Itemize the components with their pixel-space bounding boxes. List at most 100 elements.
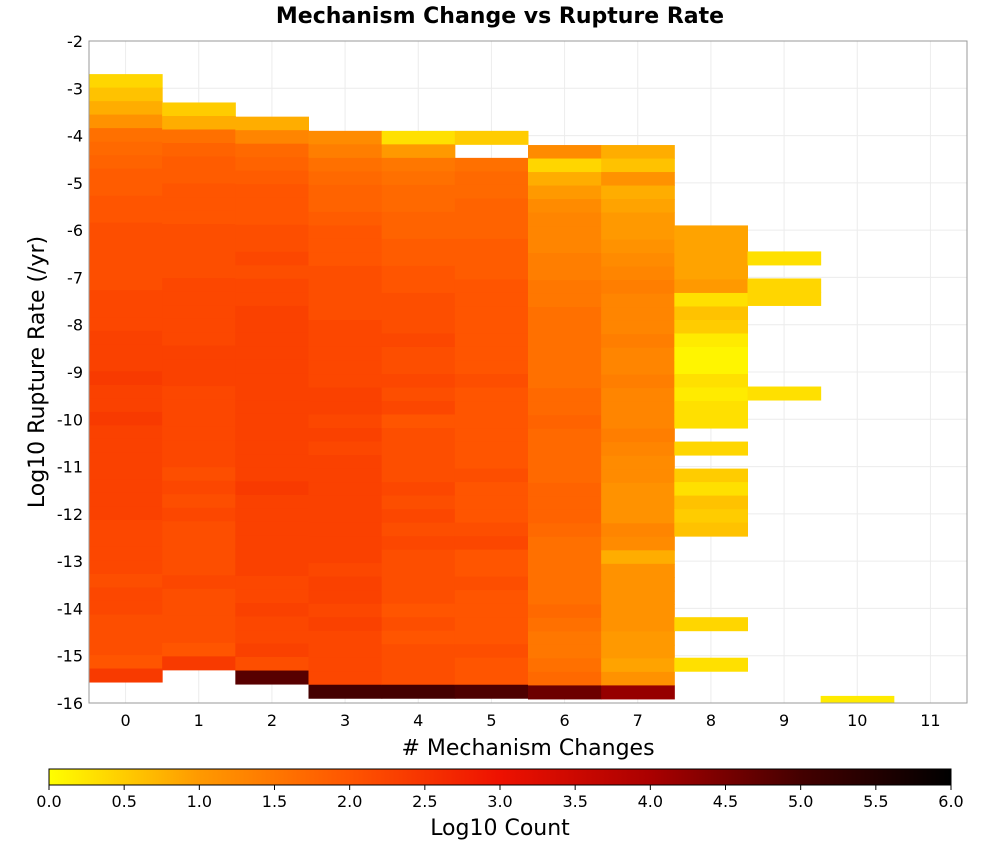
heatmap-cell <box>162 372 236 387</box>
heatmap-cell <box>235 251 309 266</box>
heatmap-cell <box>381 482 456 497</box>
heatmap-cell <box>674 522 748 537</box>
heatmap-cell <box>235 386 309 401</box>
heatmap-cells <box>89 74 895 704</box>
heatmap-cell <box>89 655 163 670</box>
heatmap-cell <box>601 374 675 389</box>
heatmap-cell <box>601 455 675 470</box>
heatmap-cell <box>89 276 163 291</box>
heatmap-cell <box>381 657 456 672</box>
heatmap-cell <box>308 333 383 348</box>
colorbar-tick-label: 1.5 <box>262 792 287 811</box>
heatmap-cell <box>528 509 602 524</box>
heatmap-cell <box>674 319 748 334</box>
y-tick-label: -11 <box>57 458 83 477</box>
heatmap-cell <box>528 266 602 281</box>
heatmap-cell <box>308 536 383 551</box>
heatmap-cell <box>162 534 236 549</box>
heatmap-cell <box>89 290 163 305</box>
heatmap-cell <box>235 535 309 550</box>
heatmap-cell <box>454 252 529 267</box>
heatmap-cell <box>381 522 456 537</box>
heatmap-cell <box>528 158 602 173</box>
heatmap-cell <box>454 428 529 443</box>
heatmap-cell <box>308 617 383 632</box>
heatmap-cell <box>381 360 456 375</box>
heatmap-cell <box>454 455 529 470</box>
heatmap-cell <box>162 291 236 306</box>
heatmap-cell <box>308 319 383 334</box>
heatmap-cell <box>454 171 529 186</box>
heatmap-cell <box>601 199 675 214</box>
heatmap-cell <box>162 129 236 144</box>
heatmap-cell <box>235 481 309 496</box>
heatmap-cell <box>454 306 529 321</box>
heatmap-cell <box>89 344 163 359</box>
heatmap-cell <box>89 303 163 318</box>
heatmap-cell <box>528 226 602 241</box>
heatmap-cell <box>235 130 309 145</box>
heatmap-cell <box>89 222 163 237</box>
heatmap-cell <box>601 415 675 430</box>
heatmap-cell <box>674 414 748 429</box>
heatmap-cell <box>454 441 529 456</box>
heatmap-cell <box>454 657 529 672</box>
heatmap-cell <box>454 482 529 497</box>
colorbar-tick-label: 5.0 <box>788 792 813 811</box>
y-tick-label: -6 <box>67 221 83 240</box>
y-tick-label: -9 <box>67 363 83 382</box>
y-tick-label: -5 <box>67 174 83 193</box>
heatmap-cell <box>601 212 675 227</box>
heatmap-cell <box>454 414 529 429</box>
heatmap-cell <box>601 158 675 173</box>
heatmap-cell <box>89 74 163 89</box>
heatmap-cell <box>162 102 236 117</box>
heatmap-cell <box>601 617 675 632</box>
heatmap-cell <box>528 334 602 349</box>
heatmap-cell <box>162 251 236 266</box>
heatmap-cell <box>528 212 602 227</box>
x-tick-label: 1 <box>194 711 204 730</box>
heatmap-cell <box>747 278 822 293</box>
heatmap-cell <box>308 509 383 524</box>
chart-title: Mechanism Change vs Rupture Rate <box>276 4 724 29</box>
heatmap-cell <box>674 360 748 375</box>
heatmap-cell <box>308 130 383 145</box>
heatmap-cell <box>381 414 456 429</box>
heatmap-cell <box>381 374 456 389</box>
heatmap-cell <box>162 588 236 603</box>
heatmap-cell <box>381 495 456 510</box>
heatmap-cell <box>381 130 456 145</box>
heatmap-cell <box>308 657 383 672</box>
heatmap-cell <box>162 386 236 401</box>
heatmap-cell <box>381 211 456 226</box>
heatmap-cell <box>235 603 309 618</box>
heatmap-cell <box>454 292 529 307</box>
heatmap-cell <box>308 171 383 186</box>
heatmap-cell <box>601 496 675 511</box>
heatmap-cell <box>235 319 309 334</box>
heatmap-cell <box>528 307 602 322</box>
heatmap-cell <box>89 519 163 534</box>
x-axis-label: # Mechanism Changes <box>401 736 654 761</box>
heatmap-cell <box>381 671 456 686</box>
heatmap-cell <box>308 495 383 510</box>
heatmap-cell <box>162 561 236 576</box>
heatmap-cell <box>89 587 163 602</box>
heatmap-cell <box>308 211 383 226</box>
heatmap-cell <box>601 172 675 187</box>
heatmap-cell <box>381 198 456 213</box>
heatmap-cell <box>308 428 383 443</box>
x-tick-label: 9 <box>779 711 789 730</box>
heatmap-cell <box>89 357 163 372</box>
heatmap-cell <box>601 523 675 538</box>
heatmap-cell <box>162 278 236 293</box>
heatmap-cell <box>235 346 309 361</box>
heatmap-cell <box>528 347 602 362</box>
y-tick-label: -12 <box>57 505 83 524</box>
heatmap-cell <box>601 577 675 592</box>
heatmap-cell <box>528 536 602 551</box>
heatmap-cell <box>89 330 163 345</box>
heatmap-cell <box>162 170 236 185</box>
